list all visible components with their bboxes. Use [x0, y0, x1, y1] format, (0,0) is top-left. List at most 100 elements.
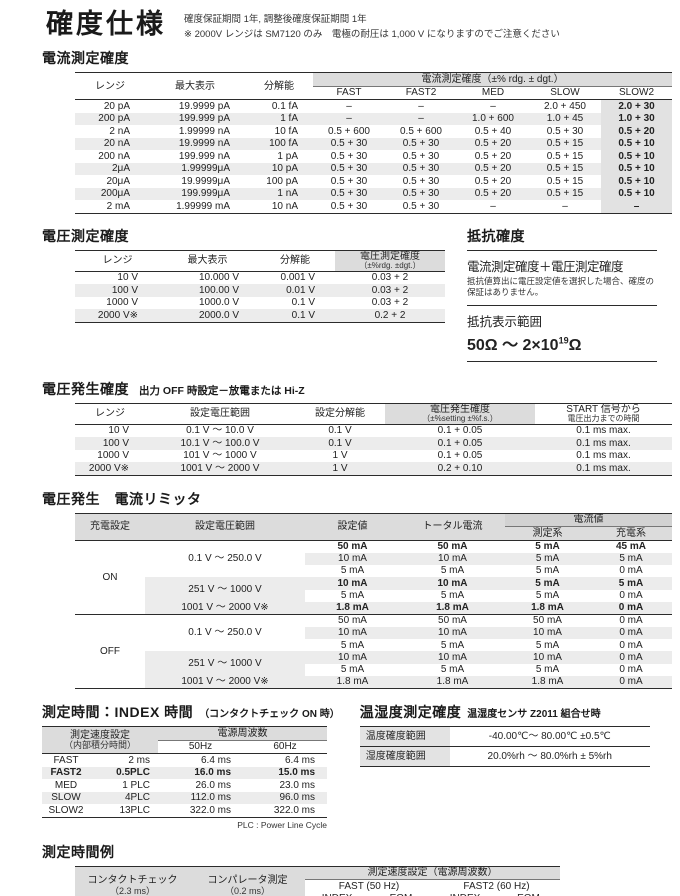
- table-cell: 6.4 ms: [201, 754, 232, 766]
- col-header-vs-accuracy: 電圧発生確度 （±%setting ±%f.s.）: [385, 403, 535, 425]
- vs-accuracy-line1: 電圧発生確度: [430, 403, 490, 415]
- table-cell: 0.5 + 20: [601, 125, 673, 138]
- table-row: 2 nA 1.99999 nA 10 fA 0.5 + 600 0.5 + 600 0.5…: [75, 125, 673, 138]
- table-cell: –: [601, 200, 673, 214]
- table-cell: 0 mA: [619, 627, 643, 639]
- table-cell: 0.5 + 30: [330, 175, 368, 187]
- col-header-index-2: INDEX: [433, 893, 497, 896]
- plc-note: PLC : Power Line Cycle: [237, 819, 327, 830]
- table-row: 2000 V※ 2000.0 V 0.1 V 0.2 + 2: [75, 309, 445, 323]
- table-cell: 50 mA: [437, 541, 468, 553]
- table-cell: 10 mA: [338, 651, 367, 663]
- col-header-charge-setting: 充電設定: [75, 513, 145, 541]
- table-cell: 0.03 + 2: [371, 297, 409, 309]
- table-cell: 10 V: [117, 272, 138, 284]
- table-cell: 1000.0 V: [198, 297, 239, 309]
- table-cell: 1 PLC: [122, 779, 151, 791]
- table-cell: 5 mA: [440, 663, 465, 675]
- table-cell: 10 mA: [438, 553, 467, 565]
- col-header-60hz: 60Hz: [273, 741, 297, 753]
- table-cell: 0.1 + 0.05: [437, 437, 483, 449]
- table-row: 10 V 10.000 V 0.001 V 0.03 + 2: [75, 271, 445, 284]
- table-cell: –: [562, 200, 568, 212]
- table-cell: 5 mA: [440, 639, 465, 651]
- table-cell: FAST: [53, 754, 79, 766]
- table-row: OFF 0.1 V ～ 250.0 V 50 mA 50 mA 50 mA 0 mA: [75, 613, 672, 689]
- table-cell: 0.5 + 20: [474, 138, 512, 150]
- table-cell: 200 nA: [98, 150, 130, 162]
- table-cell: 0.1 V: [291, 309, 315, 321]
- table-row: MED 1 PLC 26.0 ms 23.0 ms: [42, 779, 327, 792]
- table-cell: 199.999 nA: [178, 150, 230, 162]
- table-cell: 6.4 ms: [285, 754, 316, 766]
- table-cell: 0.5 + 600: [400, 125, 442, 137]
- table-cell: 0.5 + 15: [546, 150, 584, 162]
- table-cell: 10 mA: [338, 627, 367, 639]
- table-row: 湿度確度範囲 20.0%rh ～ 80.0%rh ± 5%rh: [359, 746, 650, 768]
- table-cell: 0.5 + 20: [474, 163, 512, 175]
- table-cell: 100 V: [102, 437, 129, 449]
- table-cell: 0 mA: [619, 663, 643, 675]
- table-row: 5 mA 5 mA 5 mA 0 mA: [75, 565, 672, 577]
- table-row: 200μA 199.999μA 1 nA 0.5 + 30 0.5 + 30 0.5 + …: [75, 187, 673, 201]
- resistance-range-label: 抵抗表示範囲: [467, 314, 543, 329]
- divider: [467, 304, 657, 306]
- table-cell: 200μA: [100, 188, 130, 200]
- section-title-voltage-measure: 電圧測定確度: [42, 227, 129, 244]
- col-header-resolution: 分解能: [264, 80, 294, 92]
- table-cell: 0.5 + 30: [330, 200, 368, 212]
- range-unit: Ω: [568, 336, 582, 354]
- measure-time-table: 測定速度設定 （内部積分時間） 電源周波数 50Hz 60Hz FAST 2 ms…: [42, 726, 328, 818]
- table-cell: 2.0 + 450: [544, 100, 586, 112]
- table-cell: 50 mA: [505, 613, 590, 628]
- table-row: ON 0.1 V ～ 250.0 V 50 mA 50 mA 5 mA 45 mA: [75, 540, 672, 582]
- section-title-current-accuracy: 電流測定確度: [42, 50, 129, 67]
- table-cell: 5 mA: [535, 541, 560, 553]
- col-header-range: レンジ: [102, 255, 133, 267]
- table-cell: 0.1 ms max.: [576, 450, 631, 462]
- table-cell: 2000 V※: [88, 462, 129, 474]
- col-header-set-value: 設定値: [305, 513, 400, 541]
- table-cell: 10 mA: [533, 627, 562, 639]
- table-row: SLOW2 13PLC 322.0 ms 322.0 ms: [42, 804, 327, 817]
- col-header-fast: FAST: [336, 87, 362, 99]
- table-cell: 0.5 + 10: [601, 187, 673, 201]
- group-header-speed-setting: 測定速度設定（電源周波数）: [305, 866, 560, 880]
- table-row: 20μA 19.9999μA 100 pA 0.5 + 30 0.5 + 30 0.5 +…: [75, 175, 673, 188]
- col-header-measure-system: 測定系: [505, 526, 590, 541]
- divider: [467, 249, 657, 251]
- table-cell: 0.5 + 10: [601, 175, 673, 188]
- col-header-range: レンジ: [95, 80, 125, 92]
- table-cell: 1 nA: [277, 188, 298, 200]
- table-row: 2μA 1.99999μA 10 pA 0.5 + 30 0.5 + 30 0.5 + 2…: [75, 162, 673, 176]
- table-cell: 251 V ～ 1000 V: [188, 657, 262, 669]
- sub-header-fast2-60hz: FAST2 (60 Hz): [463, 880, 530, 892]
- table-cell: 1.0 + 30: [601, 112, 673, 126]
- section-current-accuracy: 電流測定確度 レンジ 最大表示 分解能 電流測定確度（±% rdg. ± dgt…: [42, 48, 673, 214]
- table-cell: 50 mA: [305, 613, 400, 628]
- col-header-slow2: SLOW2: [619, 87, 655, 99]
- table-cell: 45 mA: [615, 541, 646, 553]
- start-time-line1: START 信号から: [566, 403, 641, 415]
- section-current-limiter: 電圧発生 電流リミッタ 充電設定 設定電圧範囲 設定値 トータル電流 電流値 測…: [42, 489, 672, 690]
- table-cell: 1.8 mA: [531, 676, 564, 688]
- col-header-set-voltage-range: 設定電圧範囲: [190, 408, 250, 420]
- table-cell: –: [418, 113, 424, 125]
- table-cell: 322.0 ms: [273, 804, 316, 816]
- table-cell: 0.03 + 2: [371, 272, 409, 284]
- col-header-eom-2: EOM: [497, 893, 560, 896]
- table-cell: 0.2 + 2: [374, 309, 406, 321]
- col-header-start-time: START 信号から 電圧出力までの時間: [535, 403, 672, 424]
- table-cell: 1 V: [332, 450, 348, 462]
- table-cell: 0.1 ms max.: [576, 425, 631, 437]
- table-row: FAST2 0.5PLC 16.0 ms 15.0 ms: [42, 766, 328, 780]
- table-cell: 2 nA: [109, 125, 130, 137]
- col-header-index-1: INDEX: [305, 893, 369, 896]
- table-cell: 0.1 V ～ 10.0 V: [186, 425, 254, 437]
- table-cell: 0.5 + 30: [330, 188, 368, 200]
- table-cell: 0.5 + 20: [474, 150, 512, 162]
- table-cell: 10.1 V ～ 100.0 V: [180, 437, 260, 449]
- table-cell: MED: [54, 779, 78, 791]
- table-cell: 16.0 ms: [194, 767, 232, 779]
